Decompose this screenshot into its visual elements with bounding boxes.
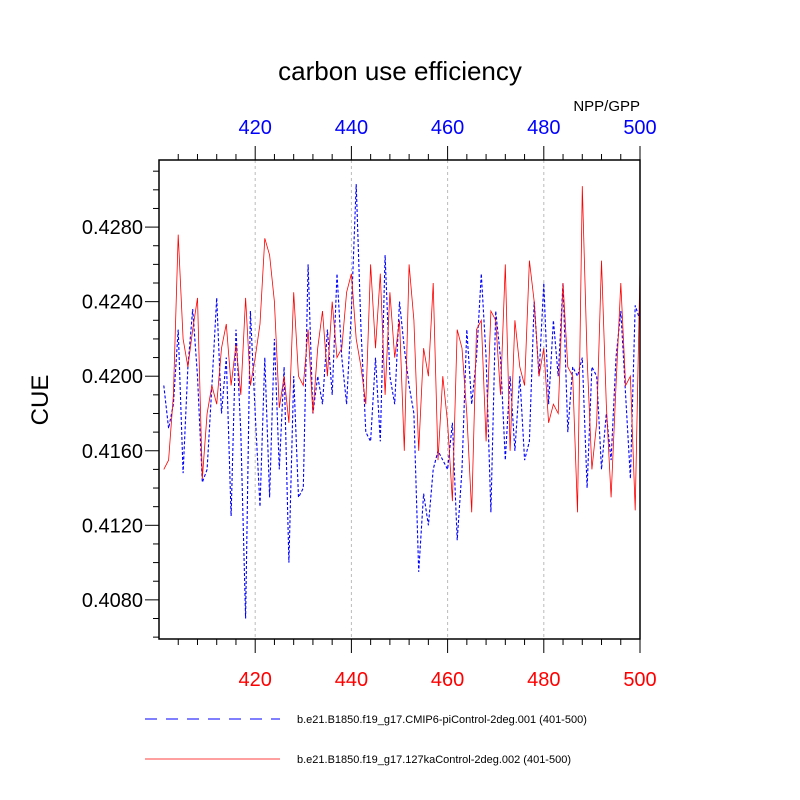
y-tick-label: 0.4080 <box>82 590 143 612</box>
y-tick-label: 0.4160 <box>82 441 143 463</box>
legend: b.e21.B1850.f19_g17.CMIP6-piControl-2deg… <box>145 714 587 766</box>
grid-lines <box>254 160 545 639</box>
series-line <box>163 184 641 619</box>
y-tick-label: 0.4120 <box>82 515 143 537</box>
x-tick-label: 460 <box>431 669 464 691</box>
chart-subtitle: NPP/GPP <box>573 98 640 115</box>
x-top-tick-label: 500 <box>623 117 656 139</box>
x-top-tick-label: 420 <box>239 117 272 139</box>
plot-frame <box>158 159 641 640</box>
x-tick-label: 420 <box>239 669 272 691</box>
x-tick-label: 440 <box>335 669 368 691</box>
x-top-tick-label: 440 <box>335 117 368 139</box>
x-top-tick-label: 480 <box>527 117 560 139</box>
series-lines <box>163 184 641 619</box>
x-tick-label: 480 <box>527 669 560 691</box>
x-top-tick-label: 460 <box>431 117 464 139</box>
chart-title: carbon use efficiency <box>278 56 522 86</box>
y-tick-label: 0.4200 <box>82 366 143 388</box>
legend-label: b.e21.B1850.f19_g17.CMIP6-piControl-2deg… <box>297 714 587 726</box>
axis-ticks: 420 420 440 440 460 460 480 480 500 500 0.4080 0.41… <box>82 117 657 691</box>
series-line <box>163 186 641 513</box>
y-axis-label: CUE <box>27 375 54 426</box>
y-tick-label: 0.4280 <box>82 217 143 239</box>
legend-label: b.e21.B1850.f19_g17.127kaControl-2deg.00… <box>297 754 571 766</box>
x-tick-label: 500 <box>623 669 656 691</box>
y-tick-label: 0.4240 <box>82 292 143 314</box>
